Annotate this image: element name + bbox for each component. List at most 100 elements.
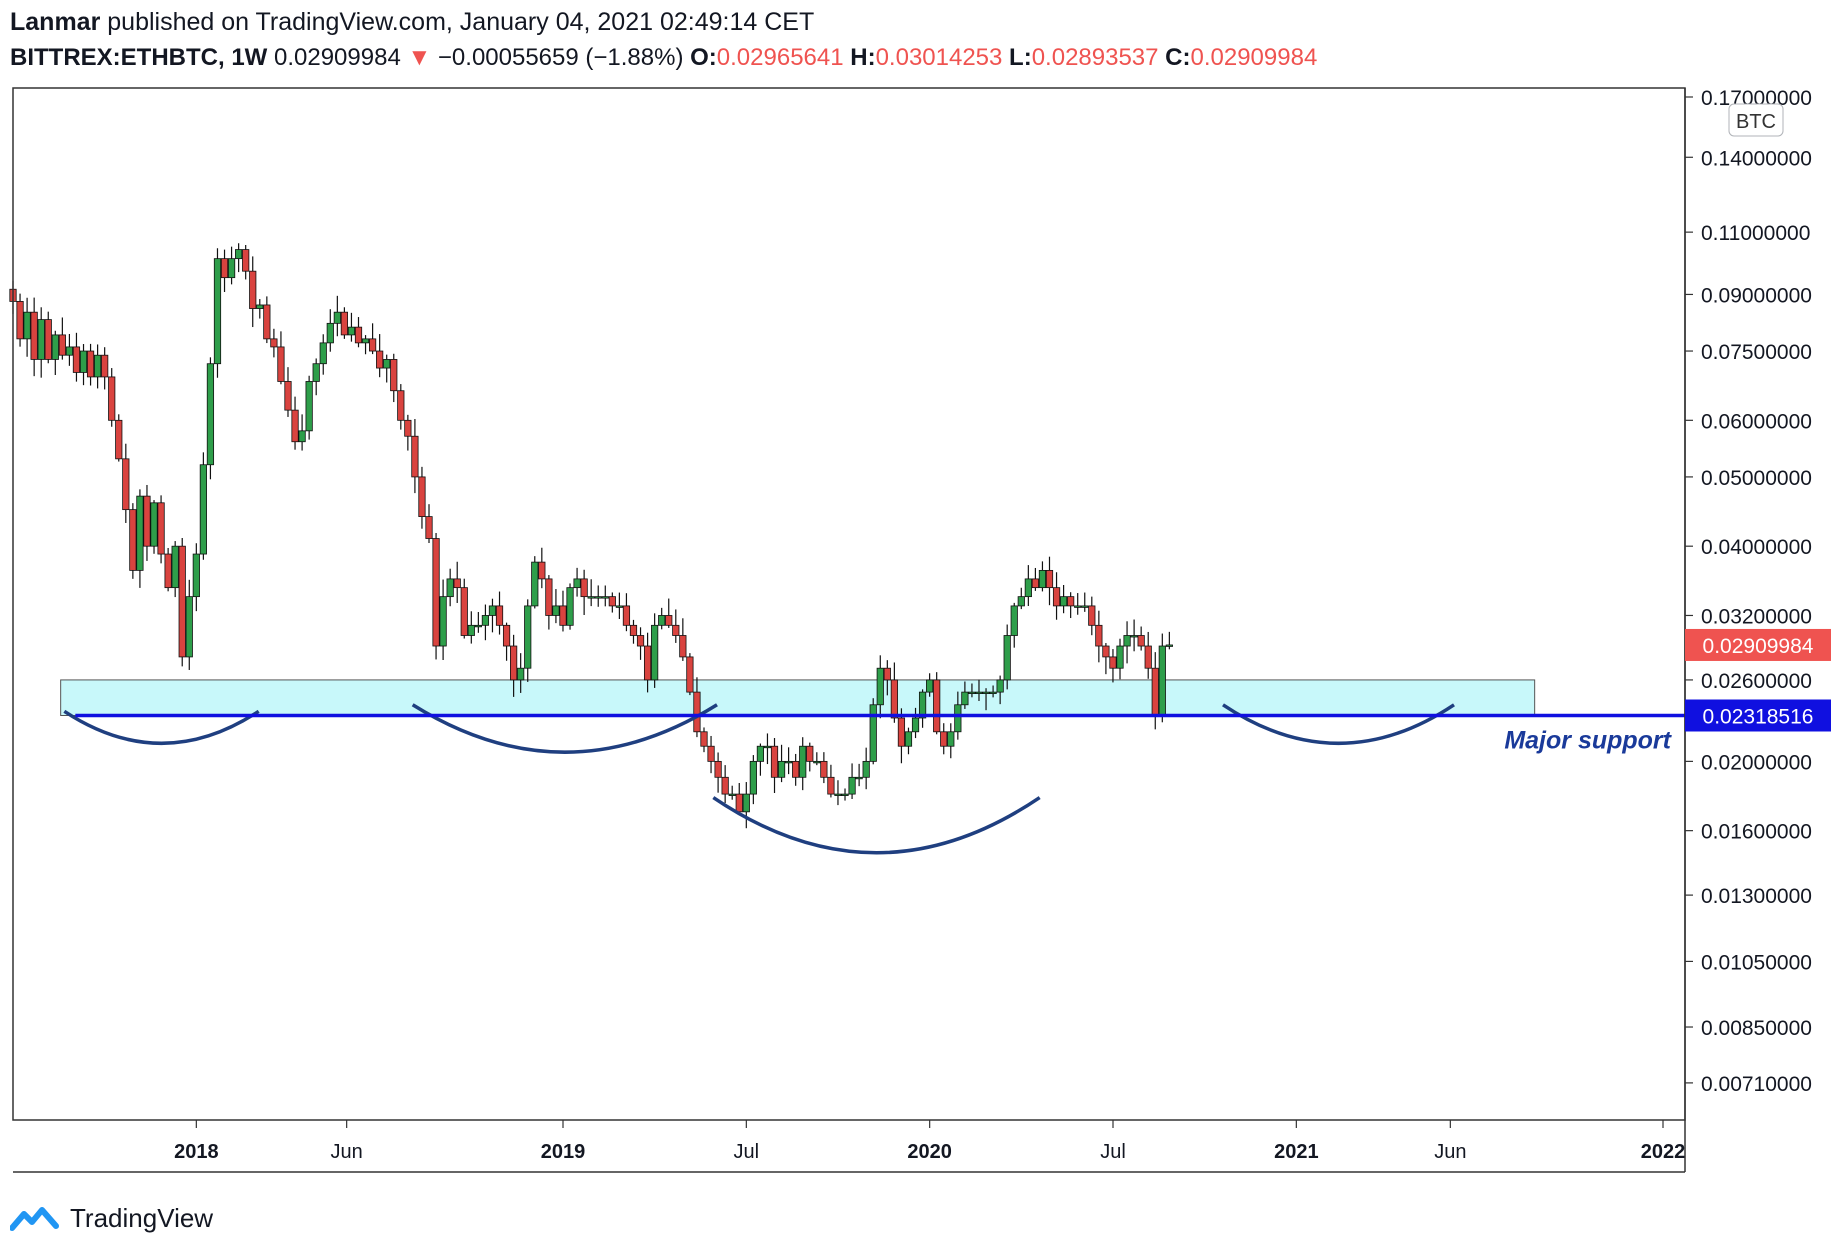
candle-body [1116, 645, 1124, 669]
candle-body [538, 561, 546, 580]
candle-up [235, 243, 243, 273]
candle-up [947, 723, 955, 759]
candle-body [37, 319, 45, 360]
candle-body [425, 516, 433, 539]
candle-body [763, 745, 772, 749]
candle-up [862, 747, 870, 790]
candle-up [573, 567, 581, 597]
candle-up [742, 782, 750, 829]
candle-down [707, 735, 715, 774]
symbol-label[interactable]: BITTREX:ETHBTC, 1W [10, 44, 268, 71]
candle-body [890, 679, 898, 719]
candle-body [1038, 569, 1047, 589]
candle-up [855, 763, 863, 787]
candle-down [608, 592, 616, 613]
high-value: 0.03014253 [875, 44, 1003, 71]
candle-body [904, 731, 913, 747]
candle-body [1102, 645, 1110, 658]
candle-up [1074, 593, 1082, 615]
candle-up [524, 599, 532, 682]
price-tick-label: 0.14000000 [1701, 147, 1812, 170]
candle-body [686, 656, 694, 693]
candle-body [361, 338, 370, 344]
candle-body [298, 430, 306, 443]
candle-body [947, 731, 955, 747]
candle-down [1109, 649, 1117, 683]
candle-down [686, 653, 694, 696]
currency-badge[interactable]: BTC [1728, 103, 1784, 137]
support-zone [60, 679, 1536, 716]
candle-body [594, 596, 602, 599]
candle-down [1088, 596, 1096, 636]
candle-up [799, 737, 807, 791]
candle-body [1144, 645, 1152, 669]
candle-down [897, 708, 906, 764]
candle-body [601, 596, 609, 599]
candle-down [284, 367, 292, 417]
candle-body [777, 760, 786, 778]
candle-up [256, 299, 264, 319]
candle-body [940, 731, 948, 747]
candle-up [813, 752, 821, 766]
candle-down [629, 619, 638, 644]
candle-up [566, 583, 574, 630]
candle-body [1024, 578, 1032, 598]
price-chart[interactable]: Major support 0.17000000 0.14000000 0.1100… [0, 0, 1844, 1190]
candle-up [347, 312, 356, 342]
candle-body [1137, 635, 1145, 647]
candle-down [101, 347, 109, 390]
candle-body [404, 419, 412, 437]
change-down-arrow-icon: ▼ [407, 44, 432, 71]
candle-body [23, 311, 31, 340]
candle-down [270, 328, 278, 358]
candle-body [749, 760, 757, 795]
candle-up [1038, 561, 1047, 592]
candle-up [1059, 584, 1068, 614]
candle-up [1003, 624, 1011, 690]
candle-body [199, 464, 207, 555]
candle-body [263, 304, 271, 340]
candle-body [354, 326, 363, 344]
candle-down [1067, 592, 1075, 619]
candle-up [333, 295, 341, 337]
candle-body [79, 350, 88, 373]
time-tick-label: Jun [1434, 1141, 1466, 1163]
candle-body [721, 776, 729, 795]
candle-body [996, 679, 1004, 693]
candle-body [44, 319, 52, 360]
candle-down [890, 662, 898, 723]
candle-up [989, 685, 997, 698]
candle-down [44, 311, 52, 364]
candle-down [1137, 626, 1145, 651]
candle-down [249, 256, 257, 328]
candle-body [171, 545, 179, 589]
candle-down [58, 317, 66, 360]
last-price: 0.02909984 [274, 44, 401, 71]
candle-down [770, 738, 779, 793]
candle-up [651, 613, 659, 688]
footer-brand[interactable]: TradingView [70, 1202, 214, 1233]
candle-down [700, 727, 708, 753]
candle-up [517, 653, 525, 693]
price-tick-label: 0.02600000 [1701, 670, 1812, 693]
time-tick-label: 2022 [1641, 1141, 1686, 1163]
candle-up [587, 579, 595, 607]
candle-up [1081, 592, 1089, 612]
candle-body [1045, 569, 1054, 589]
candle-body [467, 624, 475, 636]
candle-down [397, 384, 405, 430]
candle-up [848, 763, 856, 800]
candle-up [326, 309, 334, 352]
candle-down [122, 443, 130, 523]
candle-up [467, 611, 475, 644]
candle-up [192, 543, 200, 612]
candle-body [968, 691, 976, 695]
close-label: C: [1165, 44, 1191, 71]
candle-up [911, 707, 920, 739]
candle-body [418, 476, 426, 518]
candle-body [693, 691, 701, 733]
candle-body [481, 615, 490, 626]
support-price-label: 0.02318516 [1685, 699, 1831, 732]
author-name[interactable]: Lanmar [10, 8, 101, 36]
candle-up [298, 414, 306, 451]
